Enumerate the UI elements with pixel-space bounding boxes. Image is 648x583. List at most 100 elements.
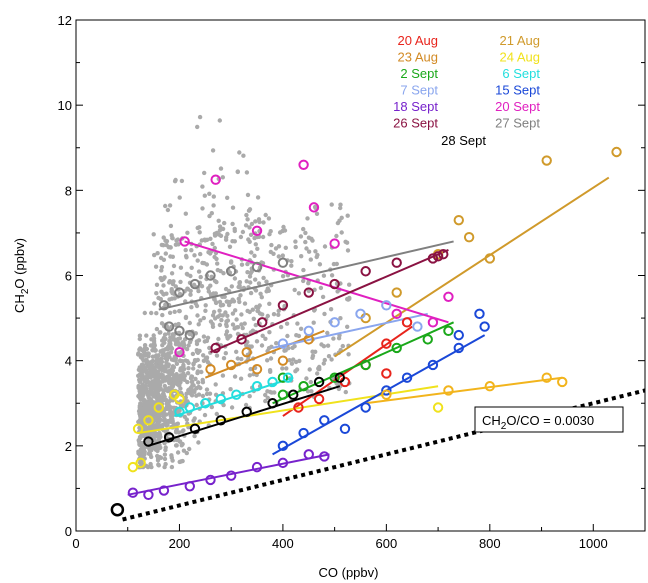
background-point [184,255,189,260]
background-point [271,312,277,317]
background-point [172,337,178,342]
background-point [222,294,227,299]
background-point [153,368,158,373]
fit-line-7-sept-6 [272,312,428,349]
background-point [336,336,342,341]
background-point [222,220,227,226]
background-point [273,246,279,251]
y-axis-title-rest: O (ppbv) [12,238,27,289]
background-point [213,300,219,305]
background-point [196,384,201,390]
background-point [235,169,240,175]
background-point [225,195,230,200]
background-point [155,251,160,256]
point-18-sept-8 [127,487,139,498]
background-point [261,220,266,225]
background-point [155,381,160,387]
point-unlabeled-13 [484,381,496,392]
background-point [322,311,327,317]
background-point [294,333,299,338]
point-15-sept-7 [474,308,485,320]
background-point [203,238,208,243]
background-point [295,321,300,326]
background-point [202,193,207,198]
background-point [179,178,185,184]
y-tick-label: 6 [65,269,72,284]
background-point [183,211,188,216]
background-point [159,356,164,361]
background-point [185,230,190,235]
background-point [224,332,229,337]
background-point [162,332,168,337]
background-point [157,393,162,399]
background-point [168,350,174,355]
background-point [255,195,261,200]
point-28-sept-12 [143,436,154,447]
point-24-aug-3 [174,393,185,405]
background-point [159,264,165,270]
background-point [345,324,350,329]
point-6-sept-5 [282,372,294,383]
point-20-sept-9 [329,238,340,249]
background-point [248,366,253,372]
background-point [248,270,253,276]
background-point [181,374,186,379]
background-point [185,287,191,292]
background-point [138,413,143,418]
background-point [183,315,189,321]
background-point [168,410,174,416]
point-6-sept-5 [184,402,196,413]
fit-line-unlabeled-13 [365,376,563,405]
background-point [146,354,151,359]
background-point [175,450,181,455]
point-24-aug-3 [432,402,444,413]
y-axis-title-main: CH [12,294,27,313]
background-point [237,150,242,155]
background-point [237,283,242,288]
background-point [175,382,180,387]
background-point [232,226,237,232]
background-point [218,303,224,308]
y-tick-label: 4 [65,354,72,369]
background-point [149,310,154,316]
background-point [153,348,158,353]
background-point [230,322,236,327]
background-point [256,281,262,286]
background-point [276,254,281,259]
point-20-sept-9 [179,236,190,247]
background-point [136,352,141,357]
point-7-sept-6 [277,338,289,349]
background-point [326,354,332,359]
background-point [260,234,266,240]
background-point [321,273,327,278]
background-point [304,376,309,381]
point-6-sept-5 [215,393,227,405]
background-point [258,291,263,296]
background-point [202,170,207,176]
point-27-sept-11 [174,325,185,337]
background-point [184,346,190,352]
background-point [211,203,216,208]
background-point [226,302,232,308]
background-point [214,353,220,358]
background-point [242,301,248,306]
x-tick-label: 800 [479,536,501,551]
point-2-sept-4 [391,342,402,354]
ratio-annotation-rest: O/CO = 0.0030 [506,413,594,428]
background-point [249,250,254,255]
background-point [176,321,181,327]
ratio-annotation-sub: 2 [501,421,507,432]
background-point [280,228,285,234]
background-point [345,213,350,218]
background-point [179,377,184,382]
background-point [189,248,194,253]
legend-entry-2-sept: 2 Sept [400,66,438,81]
background-point [207,391,213,396]
background-point [161,394,166,399]
background-point [138,396,143,402]
background-point [194,303,200,309]
point-23-aug-2 [251,363,263,375]
background-point [145,407,150,412]
background-point [151,410,156,416]
background-point [320,294,326,300]
